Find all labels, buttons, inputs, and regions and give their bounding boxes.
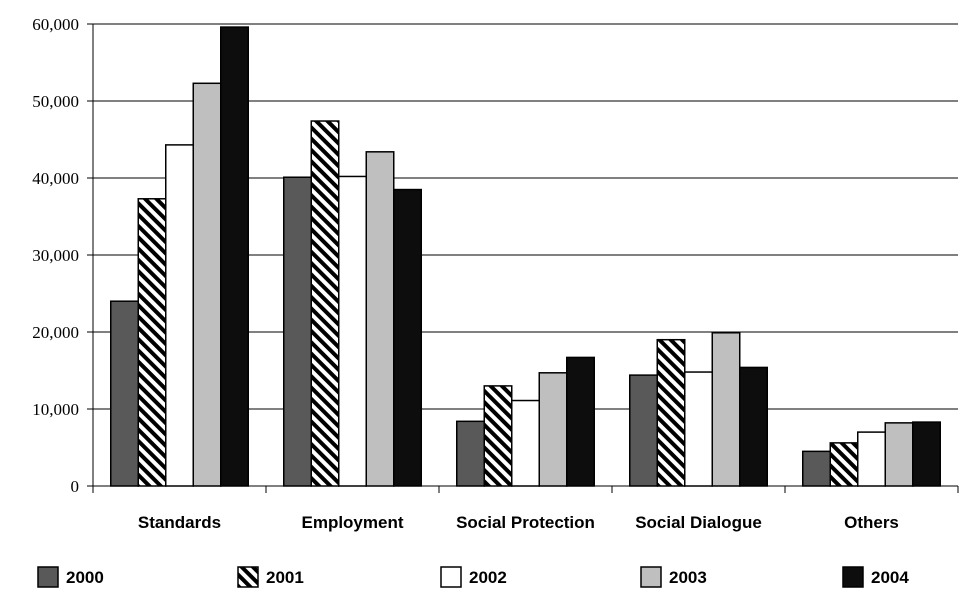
bar-2001-others <box>829 442 859 487</box>
category-label: Standards <box>138 513 221 532</box>
bar-2003-employment <box>365 151 395 487</box>
legend-label-2004: 2004 <box>871 568 909 587</box>
y-tick-label: 20,000 <box>32 323 79 342</box>
bar-2002-employment <box>338 175 367 487</box>
category-label: Social Dialogue <box>635 513 762 532</box>
legend-label-2000: 2000 <box>66 568 104 587</box>
bars <box>110 26 941 487</box>
category-label: Social Protection <box>456 513 595 532</box>
bar-2003-social-protection <box>538 372 568 487</box>
bar-2004-social-protection <box>566 356 595 487</box>
legend-swatch-2003 <box>640 566 662 588</box>
bar-2004-standards <box>220 26 249 487</box>
legend-swatch-2004 <box>842 566 864 588</box>
bar-2000-others <box>802 450 831 487</box>
legend-swatch-2002 <box>440 566 462 588</box>
category-label: Others <box>844 513 899 532</box>
category-label: Employment <box>301 513 403 532</box>
bar-2003-others <box>884 422 914 487</box>
y-tick-label: 50,000 <box>32 92 79 111</box>
bar-2001-standards <box>137 198 167 487</box>
legend: 2000 2001 2002 2003 2004 <box>37 566 909 588</box>
bar-2002-social-dialogue <box>684 371 713 487</box>
bar-2001-social-dialogue <box>656 338 686 487</box>
bar-2000-standards <box>110 300 139 487</box>
bar-2002-others <box>857 431 886 487</box>
bar-2000-social-protection <box>456 420 485 487</box>
bar-2000-social-dialogue <box>629 374 658 487</box>
bar-2001-employment <box>310 120 340 487</box>
y-tick-label: 10,000 <box>32 400 79 419</box>
legend-swatch-2000 <box>37 566 59 588</box>
y-tick-label: 30,000 <box>32 246 79 265</box>
bar-2002-standards <box>165 144 194 487</box>
legend-label-2001: 2001 <box>266 568 304 587</box>
bar-2003-standards <box>192 82 222 487</box>
bar-2004-employment <box>393 188 422 487</box>
bar-2002-social-protection <box>511 399 540 487</box>
y-tick-label: 0 <box>71 477 80 496</box>
bar-2004-social-dialogue <box>739 366 768 487</box>
bar-2000-employment <box>283 176 312 487</box>
legend-swatch-2001 <box>237 566 259 588</box>
labels: 0 10,000 20,000 30,000 40,000 50,000 60,000 Sta… <box>32 15 899 532</box>
bar-2001-social-protection <box>483 385 513 487</box>
legend-label-2003: 2003 <box>669 568 707 587</box>
bar-2003-social-dialogue <box>711 332 741 487</box>
bar-2004-others <box>912 421 941 487</box>
y-tick-label: 60,000 <box>32 15 79 34</box>
y-tick-label: 40,000 <box>32 169 79 188</box>
legend-label-2002: 2002 <box>469 568 507 587</box>
